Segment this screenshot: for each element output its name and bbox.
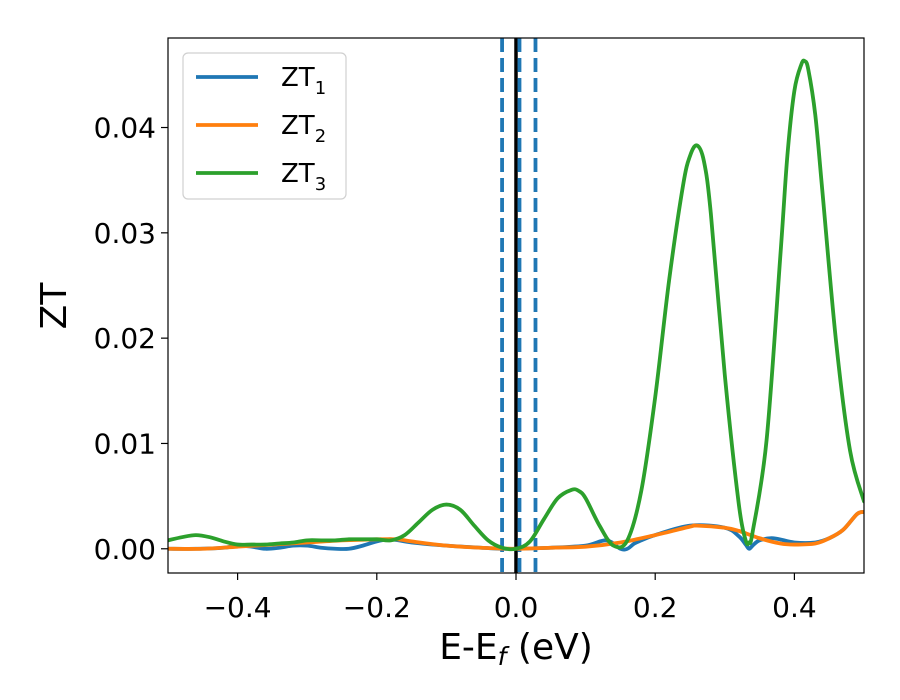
reference-lines xyxy=(500,38,538,573)
x-axis-ticks: −0.4 −0.2 0.0 0.2 0.4 xyxy=(204,573,817,624)
legend-box xyxy=(182,52,347,200)
series-line-zt3 xyxy=(168,58,864,552)
x-tick-label: −0.4 xyxy=(204,591,272,624)
x-tick-label: 0.4 xyxy=(772,591,817,624)
legend-label-zt2: ZT2 xyxy=(281,111,326,147)
y-tick-label: 0.01 xyxy=(94,427,156,460)
x-tick-label: 0.0 xyxy=(494,591,539,624)
x-tick-label: −0.2 xyxy=(343,591,411,624)
y-tick-label: 0.00 xyxy=(94,533,156,566)
y-tick-label: 0.03 xyxy=(94,217,156,250)
plot-area xyxy=(168,38,864,573)
legend: ZT1 ZT2 ZT3 xyxy=(182,52,347,200)
x-axis-title-suffix: (eV) xyxy=(506,627,592,668)
y-axis-ticks: 0.00 0.01 0.02 0.03 0.04 xyxy=(94,112,168,566)
y-axis-title: ZT xyxy=(34,282,75,330)
legend-label-zt3: ZT3 xyxy=(281,159,326,195)
y-tick-label: 0.02 xyxy=(94,322,156,355)
x-tick-label: 0.2 xyxy=(633,591,678,624)
x-axis-title: E-Ef (eV) xyxy=(439,627,593,671)
legend-label-zt1: ZT1 xyxy=(281,63,326,99)
y-tick-label: 0.04 xyxy=(94,112,156,145)
series-lines xyxy=(168,58,864,552)
x-axis-title-main: E-E xyxy=(439,627,497,668)
